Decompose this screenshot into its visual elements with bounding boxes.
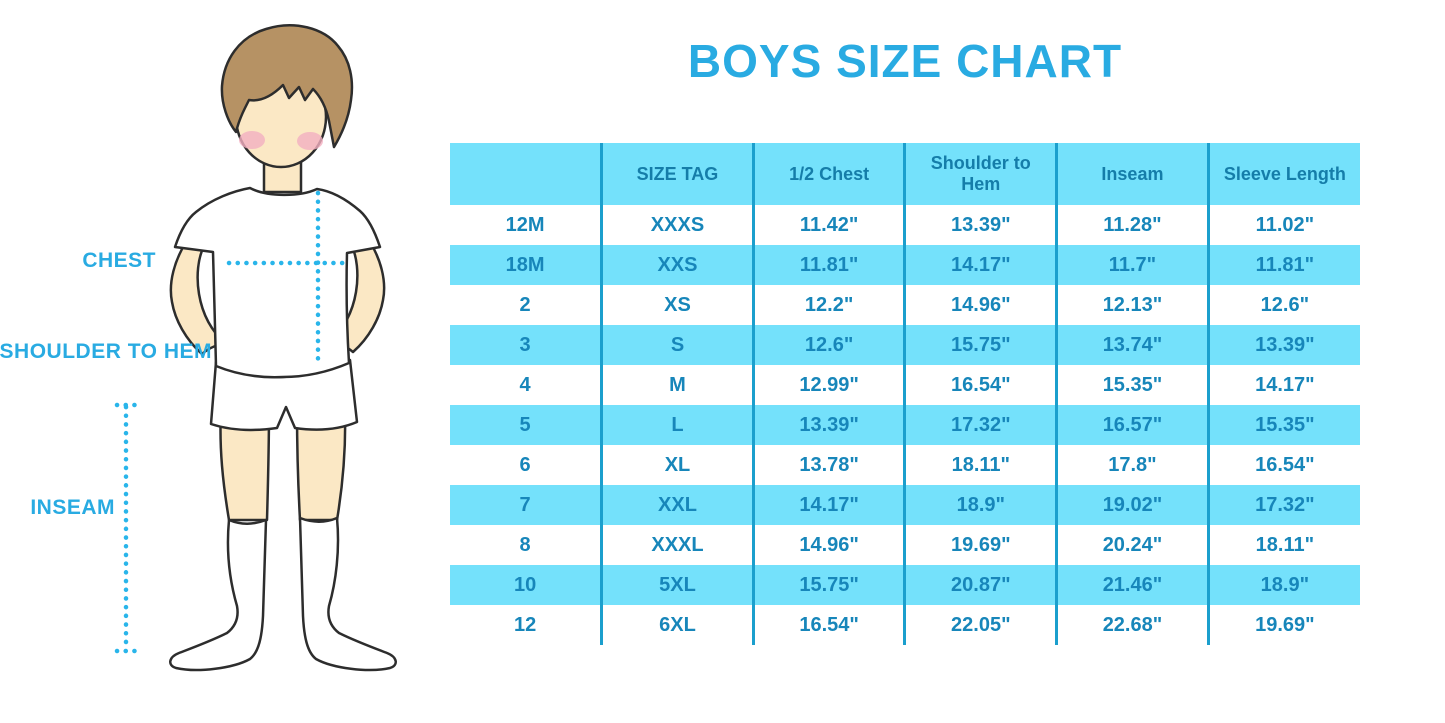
size-cell: 18M [450,245,602,285]
table-cell: 21.46" [1055,565,1209,605]
size-cell: 6 [519,453,531,476]
table-cell: 17.32" [903,405,1057,445]
table-row: 10 5XL 15.75" 20.87" 21.46" 18.9" [450,565,1360,605]
size-cell: 10 [450,565,602,605]
table-row: 6 XL 13.78" 18.11" 17.8" 16.54" [450,445,1360,485]
table-cell: XXXS [600,205,754,245]
table-cell: 14.96" [903,285,1057,325]
table-cell: 13.78" [751,445,905,485]
size-cell: 7 [450,485,602,525]
table-cell: M [600,365,754,405]
header-cell-half-chest: 1/2 Chest [751,143,905,205]
table-cell: 12.13" [1055,285,1209,325]
table-cell: 13.74" [1055,325,1209,365]
table-cell: 6XL [600,605,754,645]
table-cell: 12.6" [1206,285,1360,325]
table-cell: 17.8" [1055,445,1209,485]
size-table: SIZE TAG 1/2 Chest Shoulder to Hem Insea… [450,143,1360,645]
table-row: 5 L 13.39" 17.32" 16.57" 15.35" [450,405,1360,445]
size-cell: 12M [505,213,545,236]
table-cell: 20.87" [903,565,1057,605]
table-row: 7 XXL 14.17" 18.9" 19.02" 17.32" [450,485,1360,525]
inseam-label: INSEAM [30,496,115,519]
table-cell: 18.9" [1206,565,1360,605]
table-cell: 14.17" [903,245,1057,285]
table-cell: 13.39" [751,405,905,445]
table-row: 12 6XL 16.54" 22.05" 22.68" 19.69" [450,605,1360,645]
table-cell: 19.69" [1206,605,1360,645]
table-cell: 14.17" [751,485,905,525]
table-cell: 15.35" [1206,405,1360,445]
table-cell: 11.42" [751,205,905,245]
table-cell: 12.6" [751,325,905,365]
table-cell: 11.02" [1206,205,1360,245]
size-cell: 4 [519,373,531,396]
size-cell: 8 [519,533,531,556]
table-cell: 12.99" [751,365,905,405]
table-cell: 13.39" [903,205,1057,245]
table-cell: 16.57" [1055,405,1209,445]
table-cell: 12.2" [751,285,905,325]
table-cell: 11.81" [751,245,905,285]
table-cell: L [600,405,754,445]
table-cell: XXS [600,245,754,285]
header-cell-inseam: Inseam [1055,143,1209,205]
table-cell: 5XL [600,565,754,605]
size-cell: 2 [519,293,531,316]
table-cell: 15.75" [903,325,1057,365]
boy-blush-left [239,131,265,149]
table-cell: 19.02" [1055,485,1209,525]
table-cell: S [600,325,754,365]
header-cell-size [450,143,602,205]
table-row: 3 S 12.6" 15.75" 13.74" 13.39" [450,325,1360,365]
table-cell: 15.35" [1055,365,1209,405]
boy-shirt [173,186,382,379]
size-cell: 12 [513,613,537,636]
table-cell: 14.96" [751,525,905,565]
shoulder-to-hem-label: SHOULDER TO HEM [0,340,212,363]
table-cell: 18.11" [1206,525,1360,565]
table-row: 18M XXS 11.81" 14.17" 11.7" 11.81" [450,245,1360,285]
boy-hair [220,24,354,149]
table-cell: XS [600,285,754,325]
size-cell: 5 [450,405,602,445]
table-cell: 11.81" [1206,245,1360,285]
table-cell: 22.05" [903,605,1057,645]
table-cell: XXXL [600,525,754,565]
table-cell: XL [600,445,754,485]
table-cell: 22.68" [1055,605,1209,645]
table-row: 12M XXXS 11.42" 13.39" 11.28" 11.02" [450,205,1360,245]
table-cell: 15.75" [751,565,905,605]
boy-illustration [114,24,397,672]
header-cell-size-tag: SIZE TAG [600,143,754,205]
table-cell: 13.39" [1206,325,1360,365]
table-row: 8 XXXL 14.96" 19.69" 20.24" 18.11" [450,525,1360,565]
table-cell: 14.17" [1206,365,1360,405]
table-cell: 16.54" [751,605,905,645]
table-cell: 19.69" [903,525,1057,565]
table-cell: 11.28" [1055,205,1209,245]
table-cell: 16.54" [903,365,1057,405]
table-cell: XXL [600,485,754,525]
header-cell-sleeve-length: Sleeve Length [1206,143,1360,205]
page-title: BOYS SIZE CHART [687,35,1123,87]
header-row: SIZE TAG 1/2 Chest Shoulder to Hem Insea… [450,143,1360,205]
header-cell-shoulder-to-hem: Shoulder to Hem [903,143,1057,205]
table-cell: 18.11" [903,445,1057,485]
table-cell: 16.54" [1206,445,1360,485]
chest-label: CHEST [82,249,156,272]
boy-sock-right [298,516,397,672]
table-cell: 11.7" [1055,245,1209,285]
table-cell: 18.9" [903,485,1057,525]
boy-blush-right [297,132,323,150]
table-cell: 17.32" [1206,485,1360,525]
boy-sock-left [169,518,268,672]
size-cell: 3 [450,325,602,365]
table-row: 2 XS 12.2" 14.96" 12.13" 12.6" [450,285,1360,325]
table-cell: 20.24" [1055,525,1209,565]
table-row: 4 M 12.99" 16.54" 15.35" 14.17" [450,365,1360,405]
